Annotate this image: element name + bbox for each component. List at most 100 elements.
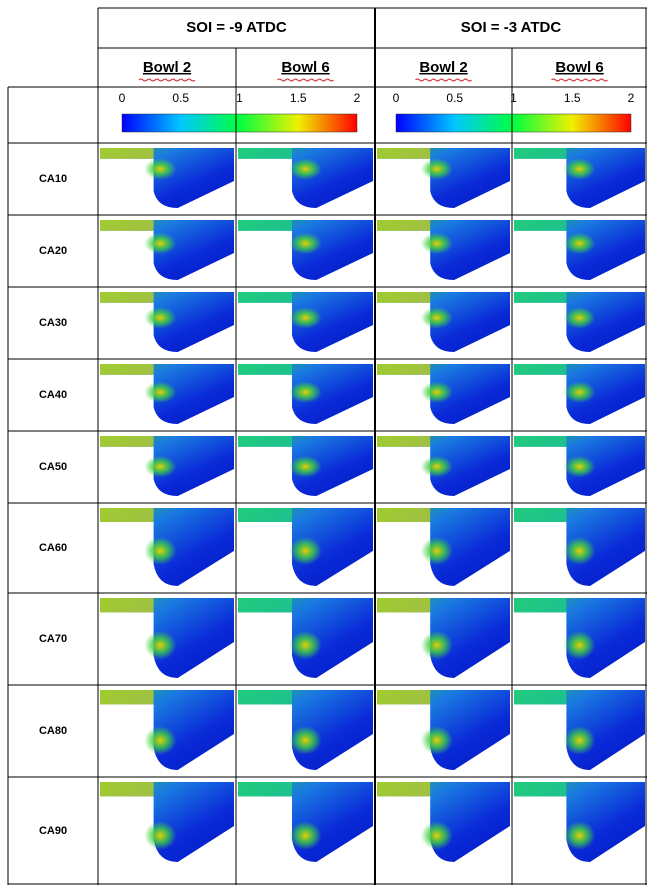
colorbar-tick: 1.5 [290, 91, 307, 105]
colorbar-tick: 2 [628, 91, 635, 105]
contour-strip [238, 148, 292, 159]
spell-underline [416, 79, 472, 81]
colorbar-tick: 1.5 [564, 91, 581, 105]
row-label: CA80 [39, 725, 67, 737]
contour-strip [377, 690, 430, 704]
contour-hotspot [421, 537, 453, 565]
subgroup-header: Bowl 2 [143, 59, 191, 76]
contour-strip [514, 220, 566, 231]
contour-hotspot [289, 631, 321, 660]
row-label: CA10 [39, 173, 67, 185]
contour-hotspot [421, 631, 453, 660]
contour-strip [377, 148, 430, 159]
contour-hotspot [421, 726, 453, 755]
colorbar-tick: 0 [393, 91, 400, 105]
contour-hotspot [421, 233, 453, 255]
contour-strip [100, 598, 154, 612]
contour-hotspot [421, 307, 453, 329]
contour-strip [514, 364, 566, 375]
colorbar-tick: 1 [236, 91, 243, 105]
colorbar [396, 114, 631, 132]
contour-hotspot [564, 233, 595, 255]
contour-hotspot [421, 456, 453, 478]
row-label: CA20 [39, 245, 67, 257]
contour-hotspot [289, 307, 321, 329]
contour-hotspot [144, 381, 176, 403]
contour-hotspot [144, 821, 176, 850]
contour-strip [100, 436, 154, 447]
colorbar-tick: 0.5 [446, 91, 463, 105]
subgroup-header: Bowl 6 [555, 59, 603, 76]
contour-hotspot [564, 381, 595, 403]
contour-strip [238, 364, 292, 375]
row-label: CA60 [39, 542, 67, 554]
contour-strip [377, 782, 430, 796]
contour-strip [238, 220, 292, 231]
contour-hotspot [421, 381, 453, 403]
contour-strip [100, 148, 154, 159]
contour-strip [514, 782, 566, 796]
subgroup-header: Bowl 2 [419, 59, 467, 76]
contour-strip [514, 598, 566, 612]
contour-strip [377, 220, 430, 231]
contour-hotspot [144, 456, 176, 478]
subgroup-header: Bowl 6 [281, 59, 329, 76]
contour-hotspot [289, 233, 321, 255]
contour-strip [238, 598, 292, 612]
contour-strip [238, 508, 292, 522]
group-header: SOI = -9 ATDC [186, 19, 287, 36]
colorbar-tick: 2 [354, 91, 361, 105]
contour-strip [377, 436, 430, 447]
contour-hotspot [564, 821, 595, 850]
row-label: CA90 [39, 825, 67, 837]
contour-hotspot [144, 537, 176, 565]
contour-strip [377, 508, 430, 522]
contour-strip [514, 690, 566, 704]
colorbar-tick: 0.5 [172, 91, 189, 105]
row-label: CA30 [39, 317, 67, 329]
contour-strip [377, 292, 430, 303]
contour-hotspot [564, 307, 595, 329]
spell-underline [552, 79, 608, 81]
contour-strip [100, 690, 154, 704]
contour-strip [514, 148, 566, 159]
figure-table: SOI = -9 ATDC SOI = -3 ATDC Bowl 2 Bowl 6 Bo… [0, 0, 647, 885]
contour-hotspot [289, 726, 321, 755]
row-label: CA70 [39, 633, 67, 645]
contour-strip [100, 782, 154, 796]
contour-hotspot [289, 158, 321, 180]
contour-strip [238, 436, 292, 447]
contour-strip [100, 364, 154, 375]
contour-hotspot [144, 158, 176, 180]
contour-strip [100, 220, 154, 231]
contour-hotspot [564, 456, 595, 478]
contour-strip [238, 690, 292, 704]
contour-hotspot [144, 726, 176, 755]
row-label: CA40 [39, 389, 67, 401]
contour-hotspot [144, 233, 176, 255]
contour-strip [100, 508, 154, 522]
contour-strip [377, 598, 430, 612]
group-header: SOI = -3 ATDC [461, 19, 562, 36]
contour-hotspot [144, 307, 176, 329]
contour-hotspot [564, 726, 595, 755]
contour-strip [377, 364, 430, 375]
contour-strip [514, 508, 566, 522]
contour-hotspot [564, 537, 595, 565]
contour-hotspot [564, 631, 595, 660]
colorbar [122, 114, 357, 132]
contour-strip [514, 292, 566, 303]
contour-strip [238, 782, 292, 796]
row-label: CA50 [39, 461, 67, 473]
contour-hotspot [289, 381, 321, 403]
contour-hotspot [289, 821, 321, 850]
contour-strip [514, 436, 566, 447]
colorbar-tick: 0 [119, 91, 126, 105]
contour-strip [100, 292, 154, 303]
contour-hotspot [289, 537, 321, 565]
contour-hotspot [421, 158, 453, 180]
spell-underline [278, 79, 334, 81]
contour-strip [238, 292, 292, 303]
colorbar-tick: 1 [510, 91, 517, 105]
contour-hotspot [144, 631, 176, 660]
